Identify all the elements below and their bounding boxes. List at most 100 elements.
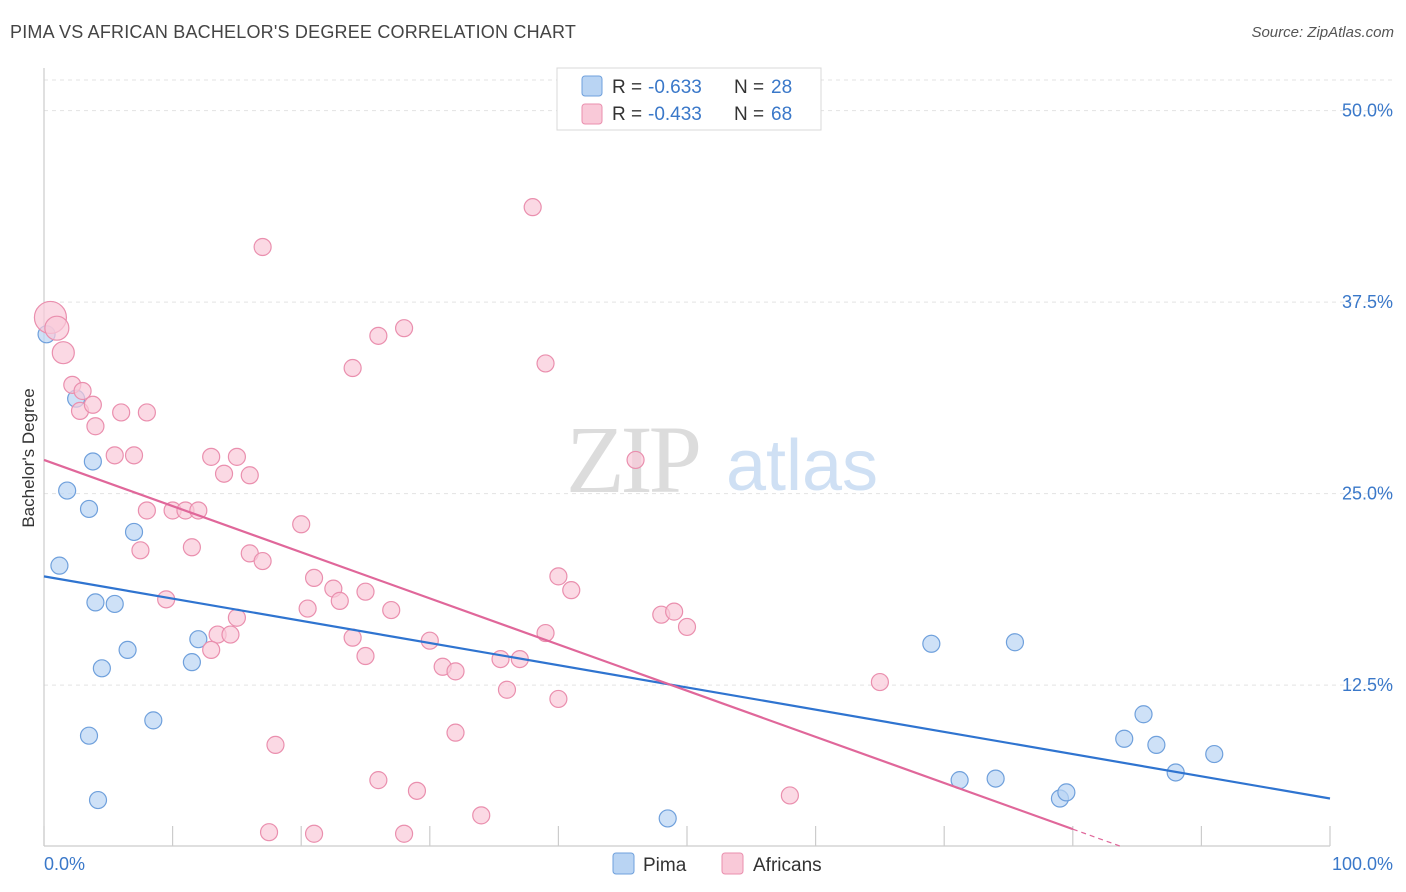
y-axis-label: Bachelor's Degree xyxy=(19,388,38,527)
pima-point xyxy=(79,499,99,519)
africans-point xyxy=(304,568,324,588)
pima-point xyxy=(1134,705,1153,724)
legend-africans-label[interactable]: Africans xyxy=(753,855,822,876)
pima-point xyxy=(105,594,124,614)
pima-point xyxy=(1115,729,1134,748)
africans-point xyxy=(253,237,272,257)
africans-trend-line xyxy=(43,458,1074,831)
pima-point xyxy=(79,726,99,745)
africans-point xyxy=(626,450,645,470)
africans-point xyxy=(182,538,201,557)
y-tick-label: 12.5% xyxy=(1342,675,1393,695)
y-tick-label: 50.0% xyxy=(1342,101,1393,121)
africans-point xyxy=(562,581,581,600)
pima-point xyxy=(986,769,1005,788)
africans-point xyxy=(304,824,324,843)
africans-point xyxy=(240,466,259,485)
pima-point xyxy=(83,452,102,471)
africans-point xyxy=(44,315,70,341)
y-tick-label: 37.5% xyxy=(1342,292,1393,312)
y-tick-labels: 12.5% 25.0% 37.5% 50.0% xyxy=(1342,101,1393,696)
africans-point xyxy=(292,515,311,534)
africans-point xyxy=(472,806,491,825)
africans-point xyxy=(202,640,221,660)
data-points xyxy=(33,198,1224,843)
africans-point xyxy=(394,319,414,338)
pima-point xyxy=(88,790,108,810)
africans-point xyxy=(549,689,568,709)
africans-n-label: N = xyxy=(734,104,764,125)
watermark-atlas: atlas xyxy=(726,426,878,506)
africans-swatch xyxy=(581,103,603,125)
africans-r-label: R = xyxy=(612,104,642,125)
africans-point xyxy=(105,446,124,465)
pima-trend-line xyxy=(43,575,1331,800)
axes xyxy=(43,68,1331,847)
pima-r-value: -0.633 xyxy=(648,77,702,98)
africans-point xyxy=(131,541,150,560)
chart-title: PIMA VS AFRICAN BACHELOR'S DEGREE CORREL… xyxy=(10,22,577,42)
pima-point xyxy=(86,593,105,612)
africans-point xyxy=(420,631,439,650)
africans-point xyxy=(124,446,144,465)
africans-point xyxy=(137,403,156,422)
africans-point xyxy=(497,680,517,699)
pima-point xyxy=(658,809,677,828)
africans-point xyxy=(536,354,555,373)
pima-point xyxy=(124,522,144,542)
africans-point xyxy=(221,625,240,644)
africans-point xyxy=(330,591,349,610)
chart-source: Source: ZipAtlas.com xyxy=(1251,24,1394,41)
africans-point xyxy=(665,602,684,621)
africans-point xyxy=(343,358,362,378)
africans-point xyxy=(259,823,279,842)
gridlines xyxy=(44,79,1393,686)
stats-legend: R = -0.633 N = 28 R = -0.433 N = 68 xyxy=(556,67,822,131)
africans-r-value: -0.433 xyxy=(648,104,702,125)
africans-point xyxy=(356,646,375,666)
pima-point xyxy=(1205,744,1224,764)
africans-point xyxy=(112,403,131,422)
pima-n-label: N = xyxy=(734,77,764,98)
africans-point xyxy=(446,662,465,681)
pima-point xyxy=(50,556,69,575)
watermark: ZIP atlas xyxy=(566,406,878,513)
africans-point xyxy=(214,464,234,483)
africans-point xyxy=(523,198,542,217)
x-tick-label-min: 0.0% xyxy=(44,854,85,874)
pima-n-value: 28 xyxy=(771,77,792,98)
africans-point xyxy=(253,551,272,571)
legend-africans-swatch[interactable] xyxy=(721,852,744,875)
africans-point xyxy=(227,447,246,466)
pima-point xyxy=(922,634,941,653)
africans-point xyxy=(446,723,465,742)
x-tick-label-max: 100.0% xyxy=(1332,854,1393,874)
pima-point xyxy=(189,630,208,649)
africans-point xyxy=(51,341,75,365)
africans-point xyxy=(266,735,285,754)
africans-point xyxy=(677,617,697,637)
pima-point xyxy=(182,653,201,672)
pima-point xyxy=(118,640,137,660)
africans-point xyxy=(83,395,102,414)
africans-point xyxy=(369,326,388,345)
africans-point xyxy=(407,781,427,800)
pima-point xyxy=(92,659,111,678)
africans-point xyxy=(394,824,414,843)
pima-point xyxy=(58,481,77,500)
pima-point xyxy=(1057,783,1076,802)
pima-point xyxy=(1005,633,1025,652)
pima-r-label: R = xyxy=(612,77,642,98)
africans-point xyxy=(870,672,890,692)
africans-point xyxy=(780,786,799,805)
africans-point xyxy=(549,567,568,586)
legend-pima-swatch[interactable] xyxy=(612,852,635,875)
pima-swatch xyxy=(581,75,603,97)
pima-point xyxy=(1147,735,1166,754)
legend-pima-label[interactable]: Pima xyxy=(643,855,687,876)
pima-point xyxy=(144,711,163,730)
africans-n-value: 68 xyxy=(771,104,792,125)
africans-point xyxy=(73,381,92,401)
africans-point xyxy=(86,417,105,436)
